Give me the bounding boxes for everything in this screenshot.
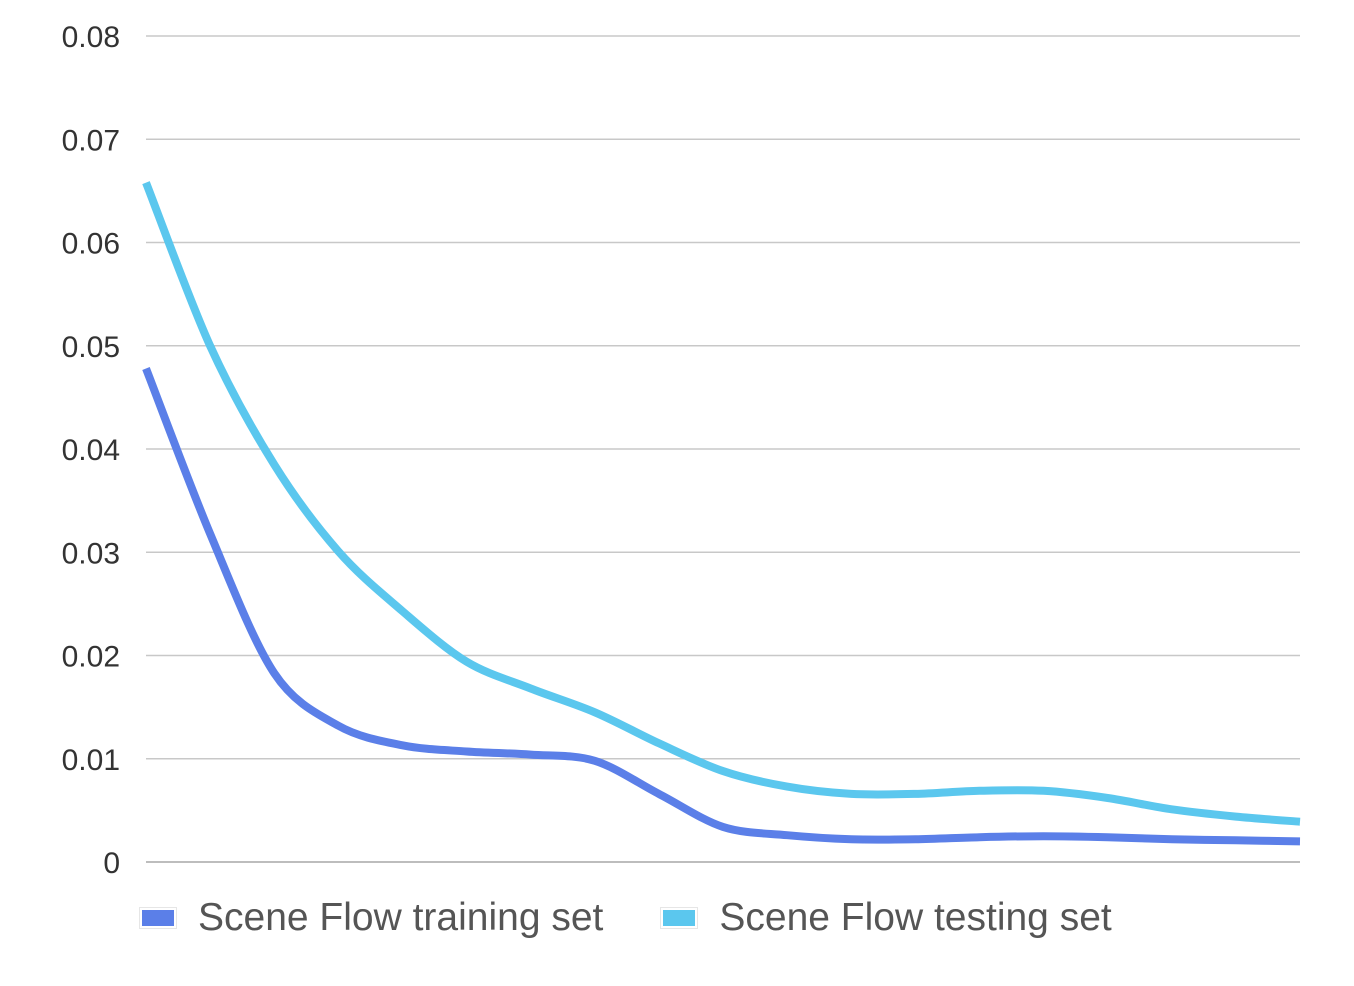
legend-swatch-testing [660, 907, 699, 929]
legend-label-training: Scene Flow training set [198, 896, 604, 939]
y-axis-tick-labels: 0 0.01 0.02 0.03 0.04 0.05 0.06 0.07 0.08 [62, 21, 120, 880]
y-tick-label: 0.04 [62, 434, 120, 467]
gridlines [146, 35, 1300, 863]
legend-item-testing: Scene Flow testing set [660, 896, 1112, 940]
y-tick-label: 0.05 [62, 331, 120, 364]
y-tick-label: 0.06 [62, 228, 120, 261]
y-tick-label: 0.08 [62, 21, 120, 54]
y-tick-label: 0.02 [62, 641, 120, 674]
y-tick-label: 0.03 [62, 537, 120, 570]
y-tick-label: 0.07 [62, 124, 120, 157]
y-tick-label: 0.01 [62, 744, 120, 777]
legend-swatch-training [139, 907, 177, 929]
legend-label-testing: Scene Flow testing set [719, 896, 1112, 939]
y-tick-label: 0 [103, 847, 120, 880]
series-line-training [142, 367, 1301, 846]
series-line-testing [142, 181, 1301, 826]
legend-item-training: Scene Flow training set [139, 896, 604, 940]
series-lines [142, 181, 1301, 846]
legend: Scene Flow training set Scene Flow testi… [139, 896, 1112, 940]
